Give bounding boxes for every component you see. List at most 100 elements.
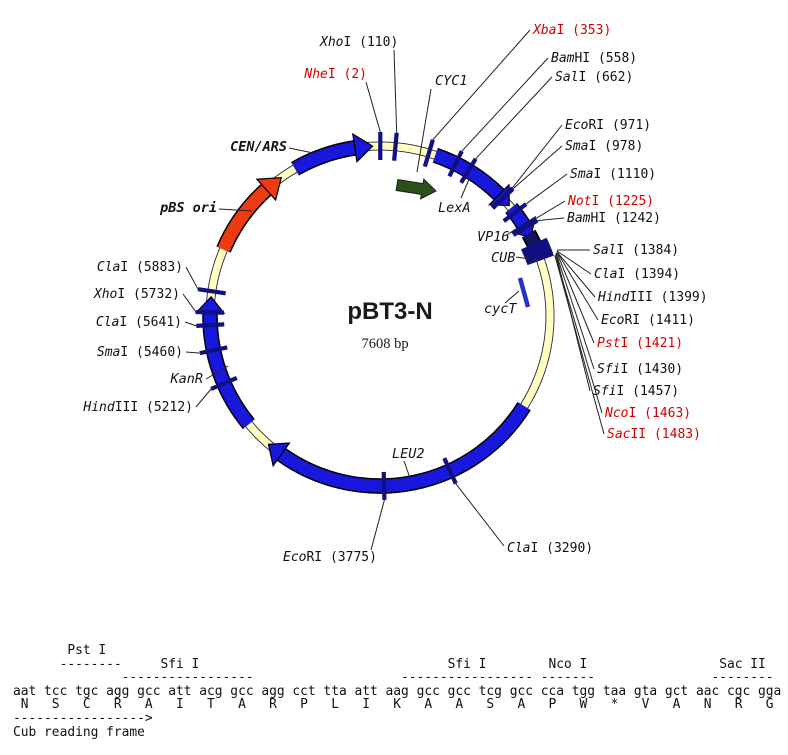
cyct-terminator-mark: [517, 277, 531, 308]
site-tick-smai-978: [491, 187, 515, 210]
site-callout-sfii-1430: [555, 252, 595, 370]
site-callout-ecori-3775: [370, 499, 385, 551]
plasmid-map: NheI (2) XhoI (110) XbaI (353) BamHI (558) S…: [82, 23, 708, 565]
site-callout-xhoi-5732: [182, 293, 197, 313]
site-tick-hindiii-5212: [210, 375, 238, 391]
site-label-bamhi-558: BamHI (558): [551, 51, 637, 66]
dna-sequence: aat tcc tgc agg gcc att acg gcc agg cct …: [13, 683, 782, 699]
cyc1-promoter-arrow: [395, 178, 437, 200]
site-callout-psti-1421: [556, 252, 595, 344]
feature-arrowhead-leu2: [267, 442, 291, 468]
feature-label-lexa: LexA: [438, 200, 471, 216]
site-callout-sali-662: [475, 76, 553, 160]
site-label-xbai-353: XbaI (353): [532, 23, 611, 38]
feature-label-cyc1: CYC1: [435, 73, 468, 89]
site-label-psti-1421: PstI (1421): [597, 336, 683, 351]
site-callout-ncoi-1463: [554, 254, 603, 414]
feature-callout-pbs-ori: [218, 208, 253, 212]
site-tick-smai-1110: [502, 202, 528, 223]
feature-arc-leu2: [277, 402, 530, 493]
site-label-xhoi-5732: XhoI (5732): [93, 287, 180, 302]
site-tick-bamhi-1242: [512, 218, 539, 237]
site-callout-hindiii-5212: [195, 388, 212, 408]
feature-callout-leu2: [403, 460, 411, 479]
site-label-hindiii-1399: HindIII (1399): [597, 290, 708, 305]
site-label-clai-3290: ClaI (3290): [507, 541, 593, 556]
enzyme-name-row-1: Pst I: [13, 643, 107, 658]
enzyme-span-row-2: ----------------- ----------------- ----…: [13, 670, 774, 686]
site-label-hindiii-5212: HindIII (5212): [82, 400, 193, 415]
site-label-noti-1225: NotI (1225): [567, 194, 654, 209]
site-label-ecori-1411: EcoRI (1411): [601, 313, 695, 328]
site-label-ncoi-1463: NcoI (1463): [604, 406, 691, 421]
site-tick-ecori-3775: [381, 471, 387, 500]
site-callout-sacii-1483: [554, 255, 605, 435]
feature-label-cyct: cycT: [484, 301, 517, 317]
site-callout-clai-3290: [455, 483, 505, 547]
site-label-sfii-1457: SfiI (1457): [593, 384, 679, 399]
site-tick-xhoi-5732: [195, 309, 225, 315]
site-label-nhei-2: NheI (2): [303, 67, 367, 82]
feature-arc-cen-ars: [291, 141, 356, 175]
feature-label-cub: CUB: [491, 250, 515, 266]
site-callout-xbai-353: [432, 29, 531, 141]
site-tick-smai-5460: [199, 345, 228, 356]
site-tick-xhoi-110: [392, 132, 399, 161]
amino-acid-translation: N S C R A I T A R P L I K A A S A P W * …: [13, 697, 774, 713]
feature-label-kanr: KanR: [169, 371, 203, 387]
feature-callout-cub: [515, 256, 531, 260]
feature-arc-kanr: [203, 312, 254, 429]
site-label-clai-1394: ClaI (1394): [594, 267, 680, 282]
site-label-smai-5460: SmaI (5460): [97, 345, 183, 360]
feature-label-pbs-ori: pBS ori: [159, 200, 217, 216]
site-callout-bamhi-1242: [537, 217, 565, 222]
site-label-sacii-1483: SacII (1483): [607, 427, 701, 442]
feature-callout-cen-ars: [288, 147, 319, 155]
site-label-sali-662: SalI (662): [555, 70, 633, 85]
feature-label-vp16: VP16: [477, 229, 510, 245]
site-callout-noti-1225: [535, 200, 566, 219]
site-callout-ecori-971: [511, 124, 563, 189]
feature-callout-lexa: [460, 176, 471, 199]
feature-label-cen-ars: CEN/ARS: [230, 139, 287, 155]
site-label-smai-1110: SmaI (1110): [570, 167, 656, 182]
site-callout-bamhi-558: [461, 57, 549, 152]
site-label-smai-978: SmaI (978): [565, 139, 643, 154]
site-callout-clai-1394: [556, 250, 592, 275]
feature-callout-cyc1: [416, 88, 432, 173]
site-label-ecori-971: EcoRI (971): [565, 118, 651, 133]
site-tick-xbai-353: [422, 139, 435, 168]
site-callout-clai-5883: [185, 266, 199, 290]
site-tick-clai-5641: [196, 322, 225, 328]
site-tick-sali-662: [459, 157, 478, 184]
site-tick-noti-1225: [511, 216, 538, 236]
site-label-ecori-3775: EcoRI (3775): [283, 550, 377, 565]
site-callout-ecori-1411: [556, 251, 599, 321]
reading-frame-arrow: ----------------->: [13, 710, 153, 726]
sequence-panel: Pst I -------- Sfi I Sfi I Nco I Sac II …: [13, 644, 781, 739]
site-callout-smai-5460: [185, 351, 200, 354]
site-callout-smai-1110: [525, 173, 568, 205]
site-tick-ncoi-1463: [525, 248, 553, 263]
site-callout-clai-5641: [184, 321, 197, 327]
site-label-sali-1384: SalI (1384): [593, 243, 679, 258]
site-tick-clai-5883: [197, 287, 226, 296]
feature-label-leu2: LEU2: [392, 446, 425, 462]
site-label-clai-5883: ClaI (5883): [97, 260, 183, 275]
plasmid-size-label: 7608 bp: [361, 336, 408, 352]
site-label-bamhi-1242: BamHI (1242): [567, 211, 661, 226]
site-callout-smai-978: [512, 145, 563, 190]
feature-callout-cyct: [504, 290, 520, 304]
feature-arrowhead-cen-ars: [352, 132, 374, 163]
enzyme-span-row-1: -------- Sfi I Sfi I Nco I Sac II: [13, 656, 766, 672]
site-tick-sacii-1483: [526, 251, 554, 266]
feature-callout-vp16: [506, 228, 517, 236]
reading-frame-caption: Cub reading frame: [13, 724, 145, 740]
site-tick-bamhi-558: [447, 150, 464, 178]
site-callout-hindiii-1399: [556, 251, 596, 298]
plasmid-title: pBT3-N: [347, 298, 432, 325]
feature-arc-pbs-ori: [217, 184, 271, 253]
site-callout-nhei-2: [365, 81, 381, 133]
feature-callout-kanr: [205, 365, 229, 380]
